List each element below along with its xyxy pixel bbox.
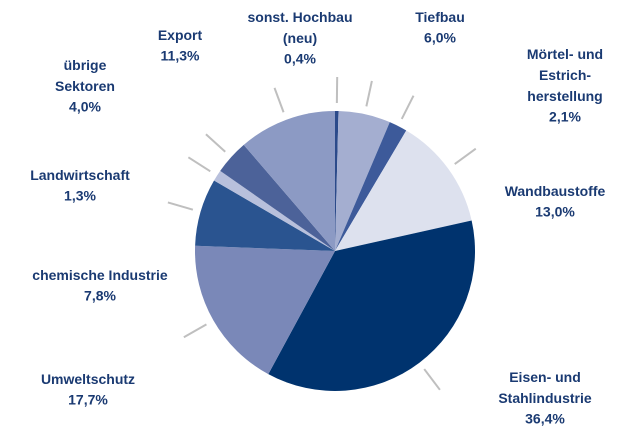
pie-slice [214,170,335,251]
value-label: 6,0% [424,30,456,46]
slice-label: Wandbaustoffe [505,183,606,199]
pie-slice [268,220,475,391]
leader-line [423,368,441,391]
slice-label: übrige Sektoren [55,57,115,94]
value-label: 1,3% [64,188,96,204]
pie-slice [335,130,472,251]
pie-slice [335,122,407,251]
slice-label: Export [158,27,203,43]
slice-label: Tiefbau [415,9,465,25]
leader-line [183,323,207,339]
leader-line [205,133,226,153]
value-label: 11,3% [161,48,200,64]
pie-slice [220,144,335,251]
value-label: 7,8% [84,288,116,304]
value-label: 13,0% [535,204,575,220]
pie-slice [243,111,335,251]
slice-label: Umweltschutz [41,371,135,387]
leader-line [454,147,477,165]
slice-label: Landwirtschaft [30,167,130,183]
slice-label: sonst. Hochbau (neu) [247,9,352,46]
slice-label: Eisen- und Stahlindustrie [498,369,592,406]
leader-line [400,95,415,120]
value-label: 36,4% [525,411,565,427]
value-label: 0,4% [284,51,316,67]
pie-slice [195,180,335,251]
pie-slice [194,245,335,375]
value-label: 4,0% [69,99,101,115]
value-label: 2,1% [549,109,581,125]
slice-label: chemische Industrie [32,267,168,283]
pie-slice [335,111,390,251]
value-label: 17,7% [68,392,108,408]
slice-label: Mörtel- und Estrich-herstellung [527,46,603,104]
leader-line [167,201,194,211]
pie-slice [335,111,339,251]
leader-line [187,156,211,173]
leader-line [273,87,285,113]
leader-line [365,80,373,107]
